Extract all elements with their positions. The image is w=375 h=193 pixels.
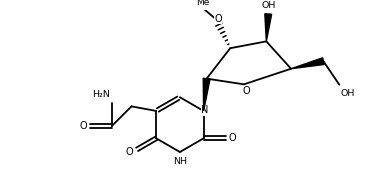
Text: O: O <box>229 133 236 143</box>
Text: O: O <box>126 147 133 157</box>
Text: O: O <box>243 86 250 96</box>
Text: O: O <box>79 121 87 131</box>
Text: OH: OH <box>262 1 276 10</box>
Polygon shape <box>203 78 210 111</box>
Polygon shape <box>265 14 272 41</box>
Text: OH: OH <box>340 89 355 98</box>
Text: H₂N: H₂N <box>92 91 110 99</box>
Polygon shape <box>291 58 324 69</box>
Text: Me: Me <box>196 0 210 8</box>
Text: N: N <box>201 105 209 115</box>
Text: NH: NH <box>173 157 187 166</box>
Text: O: O <box>214 14 222 24</box>
